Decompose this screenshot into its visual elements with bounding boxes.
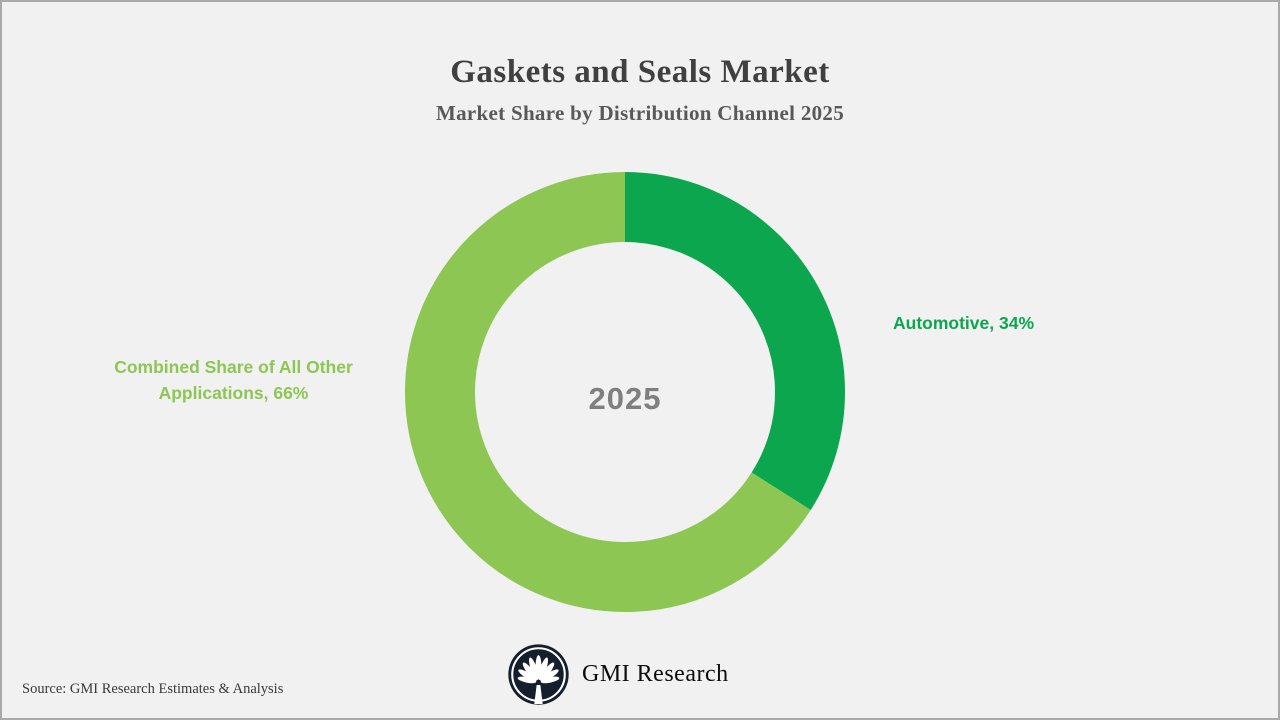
chart-title: Gaskets and Seals Market xyxy=(450,54,830,90)
donut-chart xyxy=(405,172,845,612)
chart-subtitle: Market Share by Distribution Channel 202… xyxy=(435,101,845,125)
center-year-label: 2025 xyxy=(588,381,662,416)
donut-segment-combined-share-of-all-other-applications xyxy=(405,172,845,612)
donut-chart-svg xyxy=(405,172,845,612)
palm-fan-icon xyxy=(508,643,569,705)
source-note: Source: GMI Research Estimates & Analysi… xyxy=(22,681,284,697)
brand-lockup: GMI Research xyxy=(507,642,729,706)
callout-other-applications: Combined Share of All Other Applications… xyxy=(114,357,353,403)
brand-name: GMI Research xyxy=(582,660,729,687)
callout-automotive: Automotive, 34% xyxy=(893,313,1034,333)
